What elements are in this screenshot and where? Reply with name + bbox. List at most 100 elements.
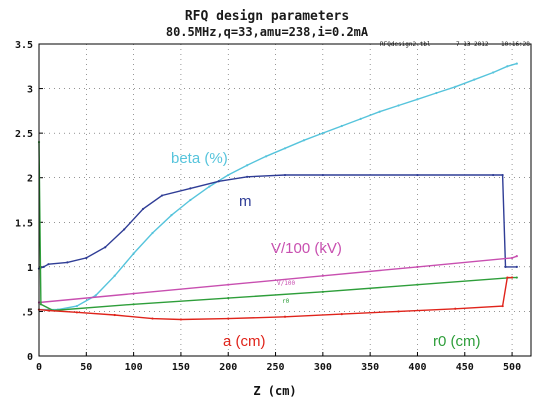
series-point-a-cm <box>227 317 230 320</box>
annotation-a: a (cm) <box>223 333 266 350</box>
series-point-beta <box>227 173 230 177</box>
x-tick-label: 450 <box>456 362 474 373</box>
x-tick-label: 100 <box>125 362 143 373</box>
x-axis-label: Z (cm) <box>253 384 296 398</box>
series-point-m <box>504 265 507 268</box>
x-tick-label: 400 <box>408 362 426 373</box>
series-point-m <box>42 265 45 268</box>
y-tick-label: 1 <box>27 263 33 274</box>
series-point-a-cm <box>397 310 400 313</box>
series-point-a-cm <box>501 304 504 308</box>
series-point-a-cm <box>510 276 514 279</box>
series-point-r0-cm <box>132 303 135 306</box>
series-point-beta <box>189 198 192 202</box>
series-point-m <box>515 265 518 268</box>
series-point-a-cm <box>47 309 50 312</box>
annotation-m: m <box>239 193 252 210</box>
series-point-beta <box>151 231 154 235</box>
series-point-m <box>66 261 69 264</box>
series-point-a-cm <box>151 317 154 320</box>
y-tick-label: 3.5 <box>15 40 33 51</box>
series-point-beta <box>264 155 268 158</box>
x-tick-label: 250 <box>267 362 285 373</box>
series-point-beta <box>397 104 400 107</box>
series-point-beta <box>435 91 438 95</box>
series-point-m <box>104 246 107 249</box>
series-point-a-cm <box>179 318 183 321</box>
series-point-beta <box>515 62 518 65</box>
annotation-v100-small: V/100 <box>277 280 295 287</box>
annotations: beta (%) m V/100 (kV) V/100 r0 a (cm) r0… <box>171 150 481 350</box>
series-point-m <box>217 180 220 183</box>
series-point-m <box>85 256 88 260</box>
annotation-v100: V/100 (kV) <box>271 240 342 257</box>
series-point-r0-cm <box>321 290 324 293</box>
plot-frame <box>38 43 532 357</box>
series-point-m <box>416 173 419 177</box>
series-point-beta <box>283 147 287 150</box>
y-tick-label: 2 <box>27 174 33 185</box>
series-point-m <box>160 194 164 197</box>
series-point-a-cm <box>506 276 509 279</box>
series-point-v-100-kv <box>510 256 514 260</box>
series-line-beta <box>39 62 517 311</box>
series-point-v-100-kv <box>227 283 230 286</box>
series-point-m <box>492 173 495 177</box>
series-point-beta <box>416 98 419 101</box>
series-point-v-100-kv <box>321 274 324 277</box>
series-point-a-cm <box>113 313 116 317</box>
series-point-v-100-kv <box>515 255 518 258</box>
y-tick-label: 3 <box>27 85 33 96</box>
annotation-r0-small: r0 <box>282 298 290 305</box>
x-tick-label: 300 <box>314 362 332 373</box>
series-point-a-cm <box>454 307 457 310</box>
chart-subtitle: 80.5MHz,q=33,amu=238,i=0.2mA <box>166 25 369 39</box>
series-point-m <box>246 175 249 178</box>
series-point-beta <box>94 294 97 297</box>
series-point-beta <box>378 110 381 113</box>
series-point-a-cm <box>75 311 78 314</box>
series-point-r0-cm <box>39 303 42 306</box>
series-point-beta <box>359 117 362 120</box>
x-tick-label: 0 <box>36 362 42 373</box>
series-point-r0-cm <box>515 276 518 279</box>
y-tick-label: 0 <box>27 352 33 363</box>
series-point-beta <box>208 185 211 188</box>
series-point-m <box>283 173 287 177</box>
x-tick-label: 50 <box>80 362 92 373</box>
series-point-m <box>189 187 192 190</box>
series-point-beta <box>506 65 509 68</box>
series-point-beta <box>75 304 78 308</box>
x-tick-label: 500 <box>503 362 521 373</box>
annotation-r0: r0 (cm) <box>433 333 481 350</box>
series-point-m <box>321 173 324 177</box>
y-tick-label: 2.5 <box>15 129 33 140</box>
series-point-r0-cm <box>227 296 230 300</box>
series-point-beta <box>132 252 135 255</box>
series-point-a-cm <box>340 313 343 316</box>
series-point-beta <box>302 139 306 142</box>
series-point-r0-cm <box>416 283 419 286</box>
series-point-m <box>141 207 145 211</box>
series-point-beta <box>454 85 457 88</box>
series-point-m <box>47 263 50 266</box>
series-point-beta <box>473 78 476 81</box>
y-tick-label: 1.5 <box>15 218 33 229</box>
series-point-v-100-kv <box>132 292 135 295</box>
series-point-beta <box>113 274 116 277</box>
series-point-v-100-kv <box>416 265 419 268</box>
series-point-beta <box>170 214 173 217</box>
series-point-m <box>123 228 126 231</box>
y-tick-label: .5 <box>21 307 33 318</box>
series-group <box>37 62 518 321</box>
annotation-beta: beta (%) <box>171 150 228 167</box>
x-tick-label: 200 <box>219 362 237 373</box>
series-point-m <box>501 173 504 177</box>
series-point-beta <box>340 124 343 128</box>
series-point-a-cm <box>283 315 287 318</box>
series-point-beta <box>246 164 249 167</box>
x-tick-label: 150 <box>172 362 190 373</box>
chart-title: RFQ design parameters <box>185 9 349 24</box>
series-point-beta <box>321 132 324 135</box>
